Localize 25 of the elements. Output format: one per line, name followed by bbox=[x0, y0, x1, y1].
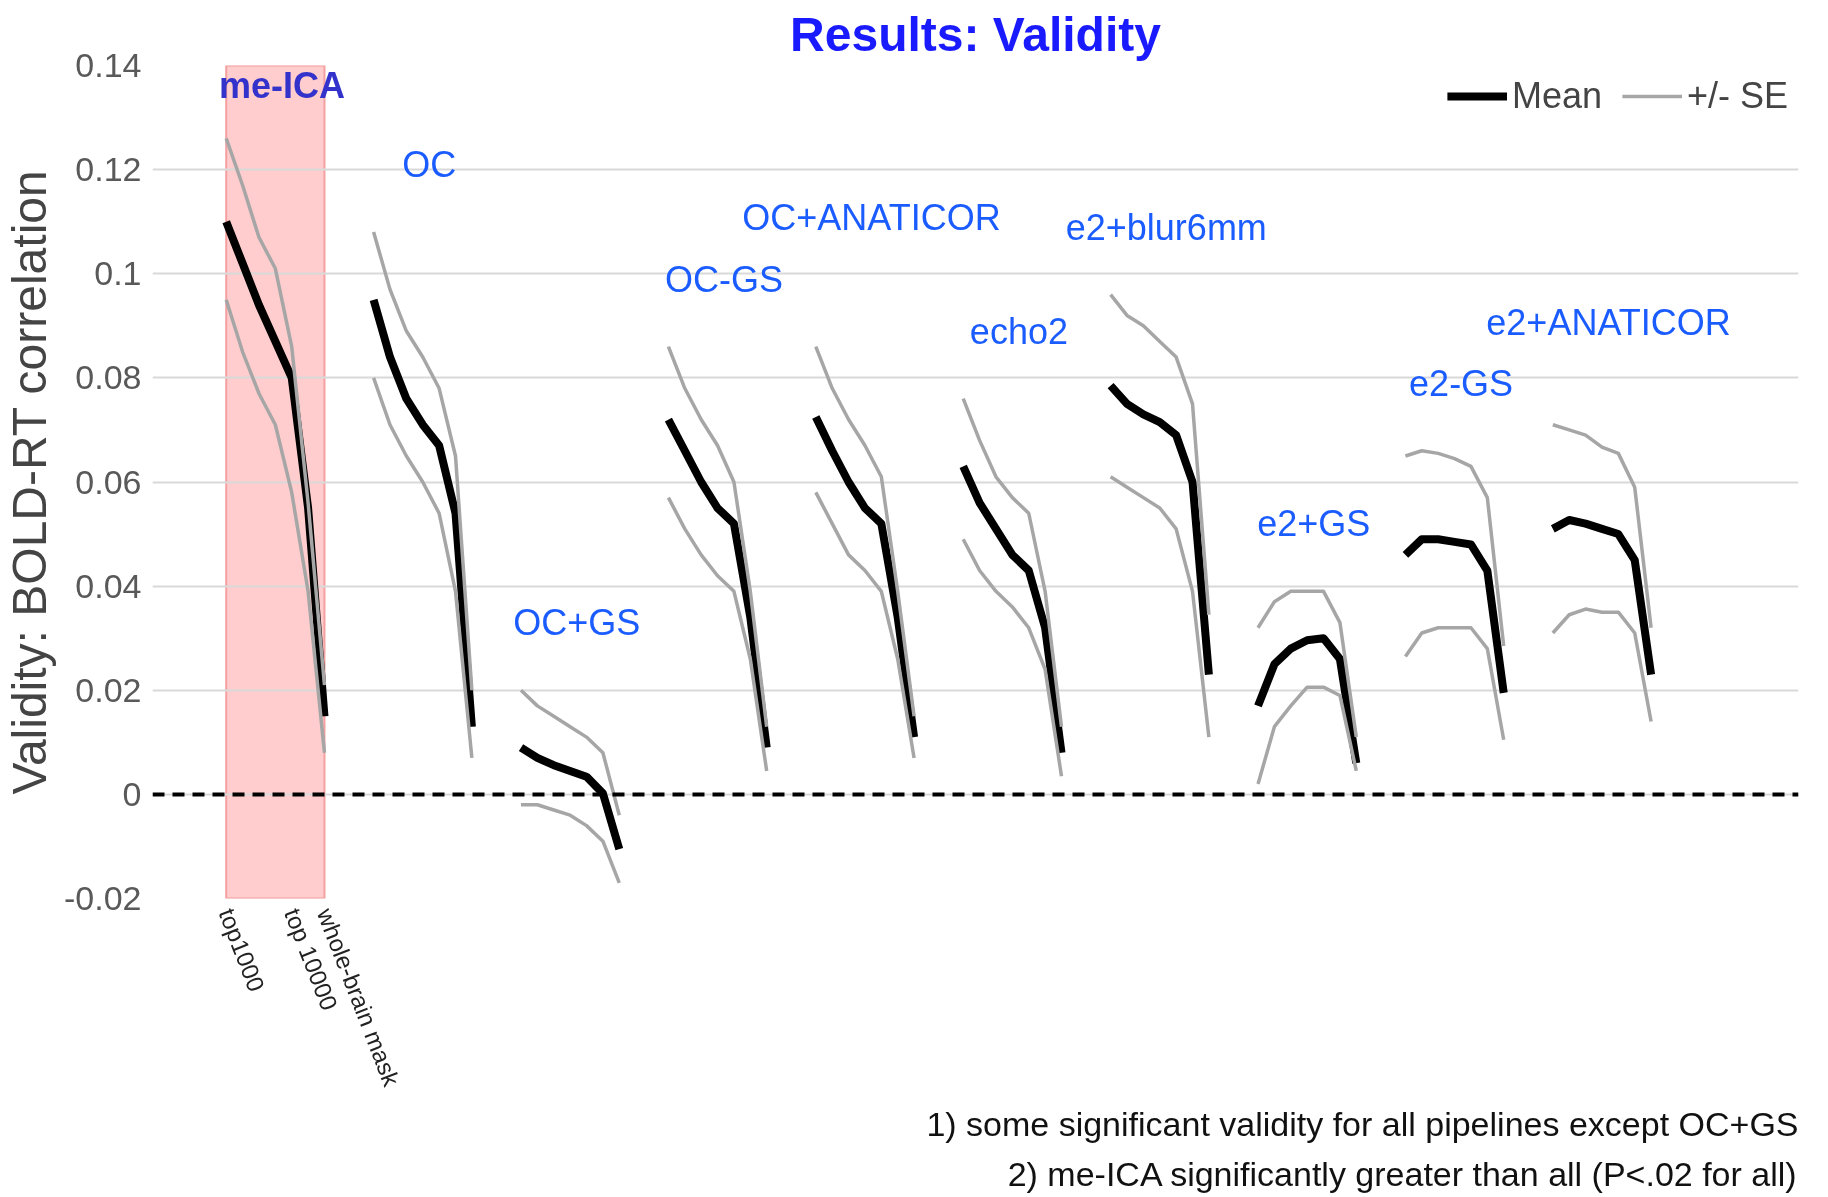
y-tick-label: 0.04 bbox=[75, 566, 142, 605]
chart-title: Results: Validity bbox=[790, 7, 1162, 61]
annotation: e2+blur6mm bbox=[1065, 206, 1267, 248]
annotation: OC+ANATICOR bbox=[742, 197, 1001, 239]
legend-label: +/- SE bbox=[1686, 75, 1788, 117]
annotation: e2-GS bbox=[1409, 362, 1514, 404]
y-axis-title: Validity: BOLD-RT correlation bbox=[3, 170, 56, 795]
annotation: me-ICA bbox=[218, 64, 345, 106]
y-tick-label: 0.1 bbox=[94, 254, 142, 293]
y-tick-label: 0 bbox=[122, 774, 142, 813]
text: 2) me-ICA significantly greater than all (P<.02 for all) bbox=[1007, 1154, 1797, 1193]
annotation: OC-GS bbox=[665, 258, 784, 300]
annotation: OC+GS bbox=[513, 602, 641, 644]
annotation: e2+GS bbox=[1257, 503, 1371, 545]
y-tick-label: 0.12 bbox=[75, 150, 142, 189]
annotation: OC bbox=[402, 144, 457, 186]
y-tick-label: -0.02 bbox=[64, 879, 142, 917]
legend-label: Mean bbox=[1511, 75, 1602, 117]
y-tick-label: 0.14 bbox=[75, 46, 142, 84]
annotation: echo2 bbox=[969, 310, 1068, 352]
y-tick-label: 0.06 bbox=[75, 462, 142, 501]
y-tick-label: 0.02 bbox=[75, 670, 142, 709]
annotation: e2+ANATICOR bbox=[1486, 301, 1731, 343]
y-tick-label: 0.08 bbox=[75, 358, 142, 397]
text: 1) some significant validity for all pipelines except OC+GS bbox=[926, 1104, 1799, 1143]
